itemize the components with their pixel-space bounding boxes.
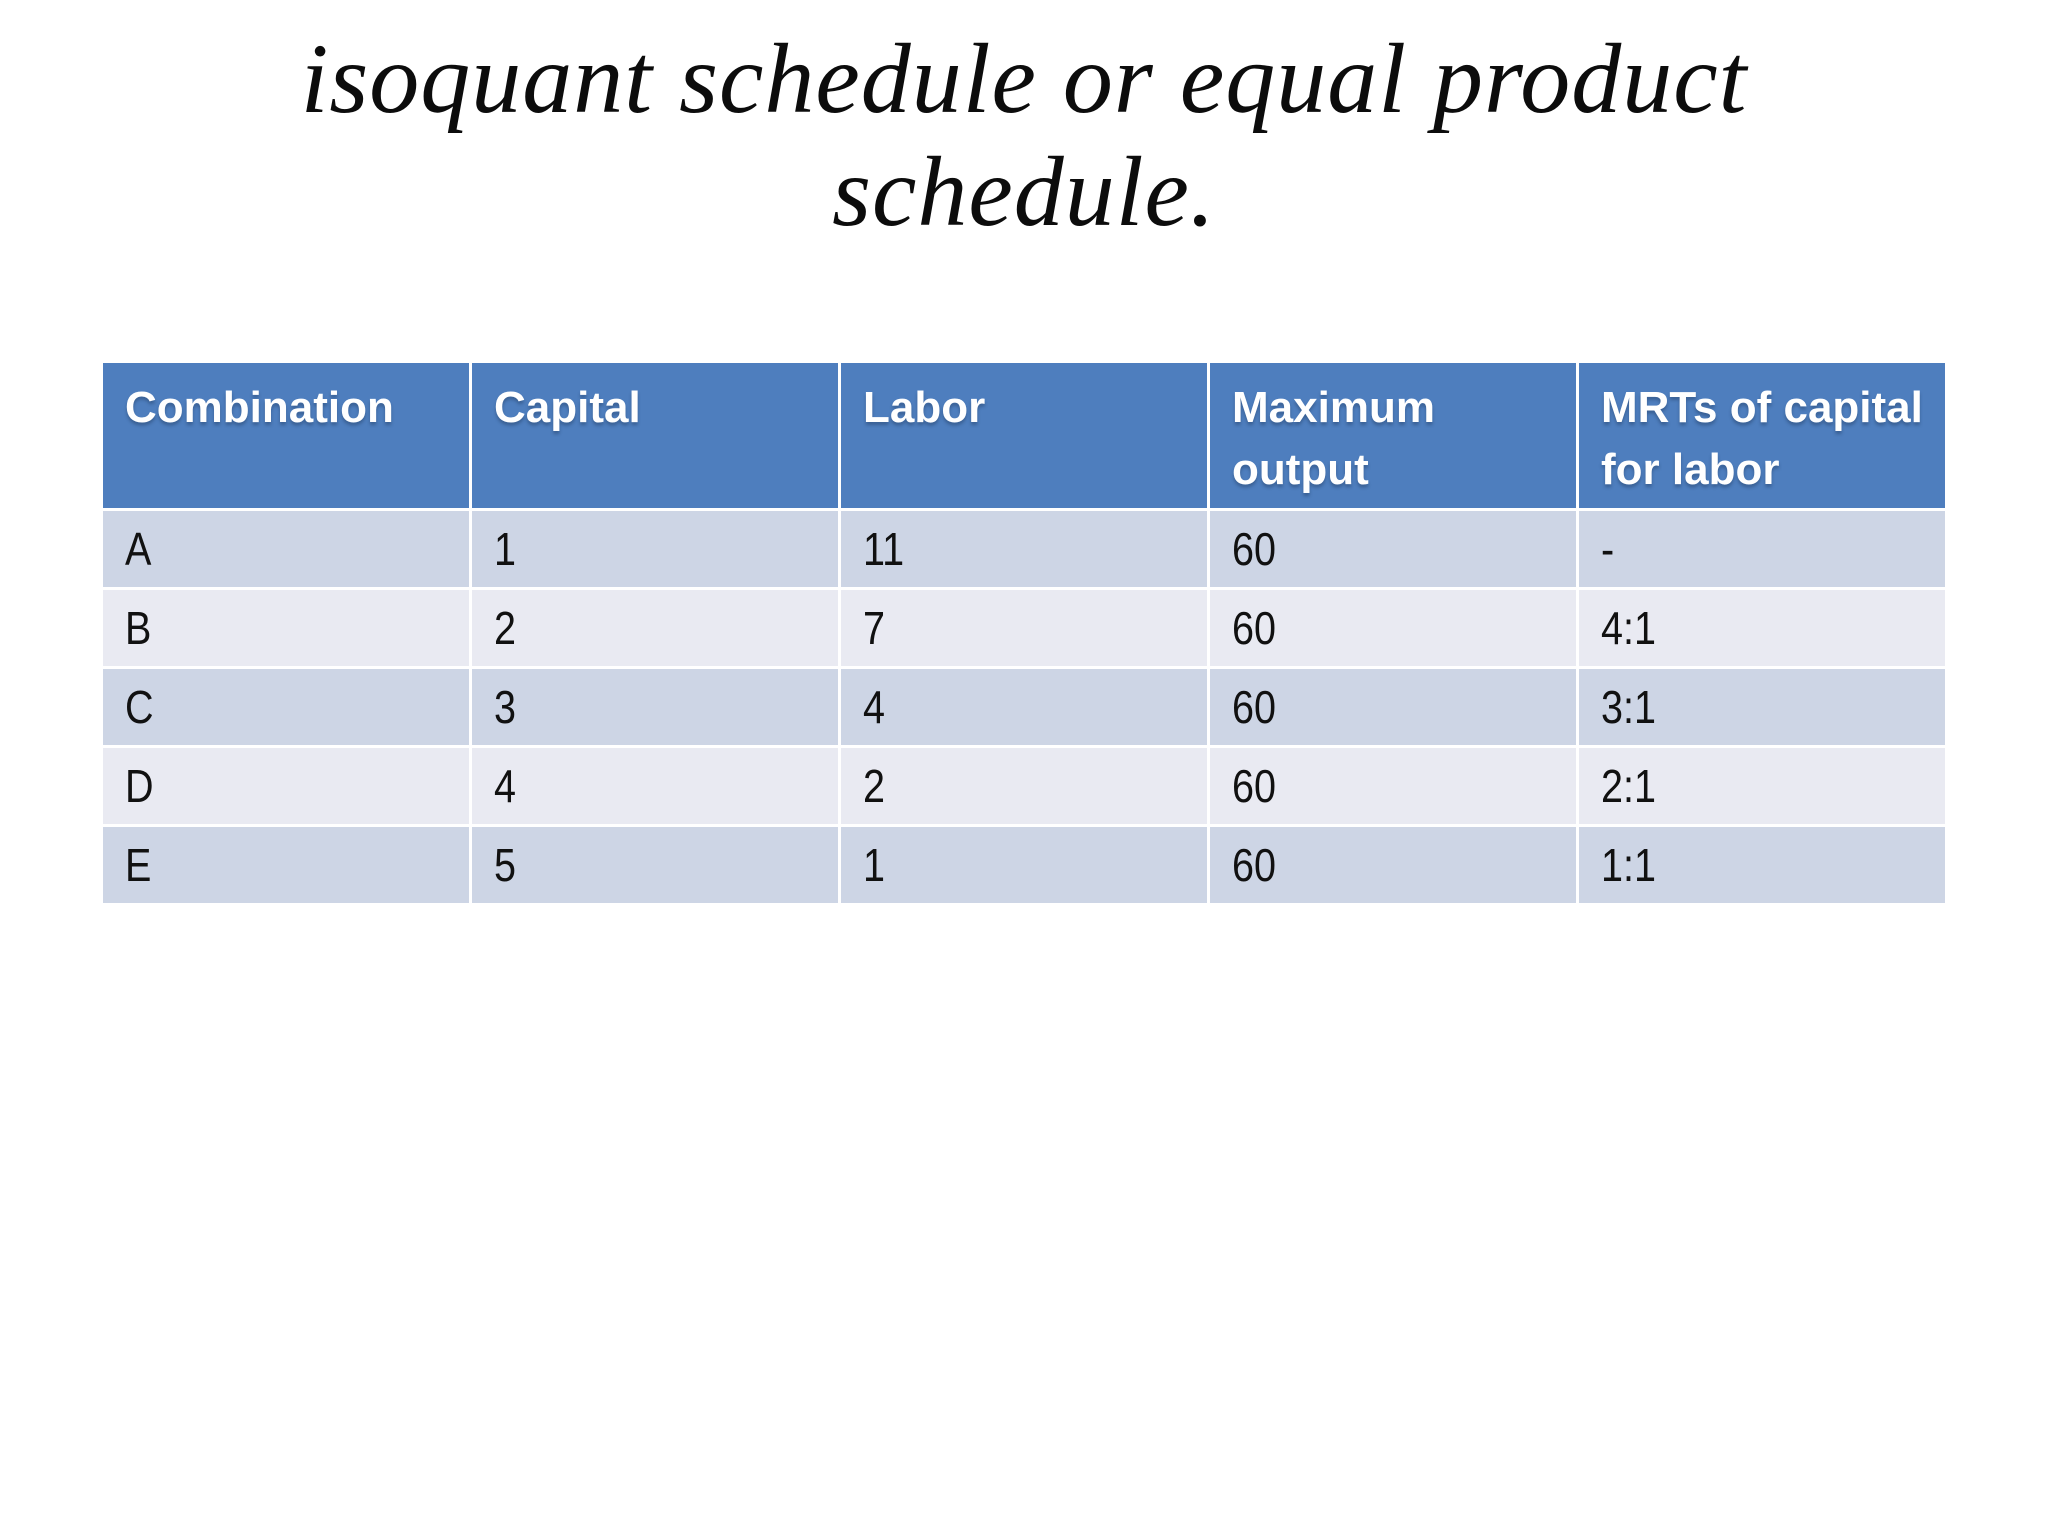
cell-labor: 4 [841, 669, 1207, 745]
header-cell-mrts: MRTs of capital for labor [1579, 363, 1945, 508]
cell-combination: E [103, 827, 469, 903]
cell-capital: 3 [472, 669, 838, 745]
cell-mrts: 1:1 [1579, 827, 1945, 903]
table-row-a: A 1 11 60 - [103, 511, 1945, 587]
cell-maximum-output: 60 [1210, 511, 1576, 587]
table-row-e: E 5 1 60 1:1 [103, 827, 1945, 903]
cell-mrts: 4:1 [1579, 590, 1945, 666]
header-cell-combination: Combination [103, 363, 469, 508]
cell-maximum-output: 60 [1210, 827, 1576, 903]
cell-combination: C [103, 669, 469, 745]
header-cell-capital: Capital [472, 363, 838, 508]
cell-maximum-output: 60 [1210, 590, 1576, 666]
header-cell-maximum-output: Maximum output [1210, 363, 1576, 508]
isoquant-schedule-table: Combination Capital Labor Maximum output… [100, 360, 1948, 906]
cell-mrts: 2:1 [1579, 748, 1945, 824]
table-header-row: Combination Capital Labor Maximum output… [103, 363, 1945, 508]
cell-labor: 7 [841, 590, 1207, 666]
cell-labor: 11 [841, 511, 1207, 587]
cell-combination: A [103, 511, 469, 587]
table-row-b: B 2 7 60 4:1 [103, 590, 1945, 666]
header-cell-labor: Labor [841, 363, 1207, 508]
table-row-d: D 4 2 60 2:1 [103, 748, 1945, 824]
page-title: isoquant schedule or equal product sched… [0, 22, 2048, 248]
cell-capital: 5 [472, 827, 838, 903]
cell-mrts: 3:1 [1579, 669, 1945, 745]
cell-capital: 1 [472, 511, 838, 587]
cell-combination: B [103, 590, 469, 666]
cell-capital: 4 [472, 748, 838, 824]
cell-labor: 2 [841, 748, 1207, 824]
cell-combination: D [103, 748, 469, 824]
cell-labor: 1 [841, 827, 1207, 903]
cell-maximum-output: 60 [1210, 669, 1576, 745]
page-title-line-1: isoquant schedule or equal product [300, 23, 1748, 134]
table-row-c: C 3 4 60 3:1 [103, 669, 1945, 745]
cell-capital: 2 [472, 590, 838, 666]
cell-mrts: - [1579, 511, 1945, 587]
page-title-line-2: schedule. [832, 136, 1216, 247]
cell-maximum-output: 60 [1210, 748, 1576, 824]
